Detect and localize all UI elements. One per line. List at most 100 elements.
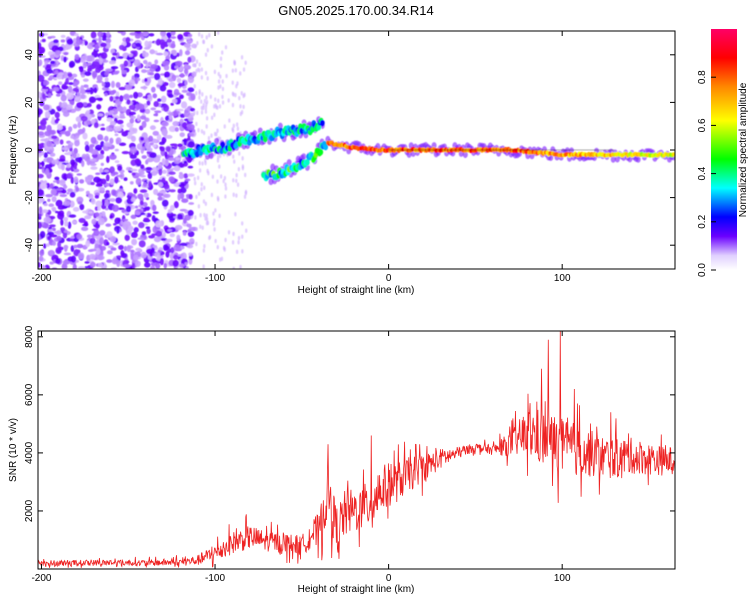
spectrogram-cell <box>81 74 86 78</box>
spectrogram-cell <box>232 231 235 237</box>
spectrogram-cell <box>90 158 97 162</box>
y-tick-label: 4000 <box>24 441 35 464</box>
x-tick-label: -100 <box>205 273 225 284</box>
spectrogram-cell <box>243 194 247 199</box>
spectrogram-cell <box>126 57 134 60</box>
spectrogram-cell <box>216 179 219 184</box>
spectrogram-cell <box>671 152 675 157</box>
spectrogram-cell <box>145 62 149 68</box>
spectrogram-cell <box>149 142 154 146</box>
spectrogram-cell <box>147 172 153 180</box>
spectrogram-cell <box>68 62 74 68</box>
spectrogram-cell <box>40 197 45 203</box>
spectrogram-cell <box>74 54 80 61</box>
spectrogram-cell <box>114 160 120 164</box>
spectrogram-cell <box>76 196 84 204</box>
spectrogram-cell <box>80 115 88 122</box>
spectrogram-cell <box>235 249 239 255</box>
spectrogram-cell <box>177 193 181 201</box>
spectrogram-cell <box>53 39 59 44</box>
spectrogram-cell <box>130 231 138 239</box>
spectrogram-cell <box>240 55 244 60</box>
spectrogram-cell <box>105 38 112 44</box>
spectrogram-cell <box>95 200 103 207</box>
spectrogram-cell <box>190 93 196 101</box>
spectrogram-cell <box>173 165 181 172</box>
spectrogram-cell <box>202 248 206 253</box>
spectrogram-cell <box>103 81 111 88</box>
spectrogram-cell <box>204 105 208 111</box>
spectrogram-cell <box>231 128 235 133</box>
spectrogram-cell <box>82 132 88 140</box>
spectrogram-cell <box>66 192 70 195</box>
spectrogram-cell <box>154 59 159 65</box>
spectrogram-cell <box>79 93 86 99</box>
spectrogram-cell <box>170 49 177 55</box>
x-tick-label: 0 <box>386 273 392 284</box>
spectrogram-cell <box>96 153 104 160</box>
spectrogram-cell <box>138 240 146 248</box>
spectrogram-cell <box>237 166 241 172</box>
y-tick-label: -40 <box>24 238 35 253</box>
spectrogram-cell <box>210 133 213 138</box>
spectrogram-cell <box>100 149 105 155</box>
spectrogram-cell <box>206 220 210 226</box>
spectrogram-cell <box>120 250 125 257</box>
spectrogram-cell <box>61 189 67 194</box>
spectrogram-cell <box>144 206 151 210</box>
spectrogram-cell <box>165 159 169 164</box>
spectrogram-cell <box>109 120 116 127</box>
spectrogram-cell <box>97 134 104 141</box>
spectrogram-cell <box>117 188 125 193</box>
spectrogram-cell <box>184 37 191 40</box>
spectrogram-cell <box>126 99 131 105</box>
spectrogram-cell <box>252 130 258 138</box>
spectrogram-cell <box>237 240 240 245</box>
spectrogram-cell <box>112 171 119 175</box>
spectrogram-cell <box>144 108 151 115</box>
spectrogram-cell <box>99 167 104 174</box>
spectrogram-cell <box>238 151 241 156</box>
spectrogram-cell <box>219 63 223 69</box>
spectrogram-cell <box>74 139 80 147</box>
spectrogram-cell <box>62 111 70 117</box>
spectrogram-cell <box>115 96 120 100</box>
spectrogram-cell <box>221 86 225 92</box>
spectrogram-cell <box>114 217 121 225</box>
spectrogram-cell <box>200 99 203 104</box>
spectrogram-cell <box>48 229 54 232</box>
spectrogram-cell <box>174 127 179 132</box>
spectrogram-cell <box>144 78 148 82</box>
spectrogram-cell <box>99 230 106 236</box>
spectrogram-cell <box>139 197 144 203</box>
spectrogram-cell <box>245 228 248 233</box>
spectrogram-cell <box>166 168 174 172</box>
spectrogram-cell <box>52 180 58 183</box>
spectrogram-cell <box>144 141 150 149</box>
spectrogram-cell <box>318 148 324 156</box>
spectrogram-cell <box>204 70 208 76</box>
spectrogram-cell <box>135 177 142 186</box>
spectrogram-cell <box>86 120 92 125</box>
spectrogram-cell <box>91 218 97 225</box>
spectrogram-cell <box>109 95 114 102</box>
y-tick-label: 0 <box>24 147 35 153</box>
spectrogram-cell <box>138 103 145 110</box>
spectrogram-cell <box>56 179 60 185</box>
spectrogram-cell <box>90 31 97 39</box>
spectrogram-cell <box>70 176 75 184</box>
spectrogram-cell <box>56 230 62 236</box>
spectrogram-cell <box>52 241 57 246</box>
spectrogram-cell <box>123 60 129 67</box>
spectrogram-cell <box>139 189 148 193</box>
spectrogram-cell <box>94 243 99 249</box>
spectrogram-cell <box>84 266 89 269</box>
spectrogram-cell <box>157 163 163 171</box>
spectrogram-cell <box>206 48 209 53</box>
spectrogram-cell <box>85 190 90 195</box>
spectrogram-cell <box>163 193 171 198</box>
spectrogram-cell <box>237 235 241 241</box>
spectrogram-cell <box>129 32 137 36</box>
spectrogram-cell <box>106 231 113 238</box>
